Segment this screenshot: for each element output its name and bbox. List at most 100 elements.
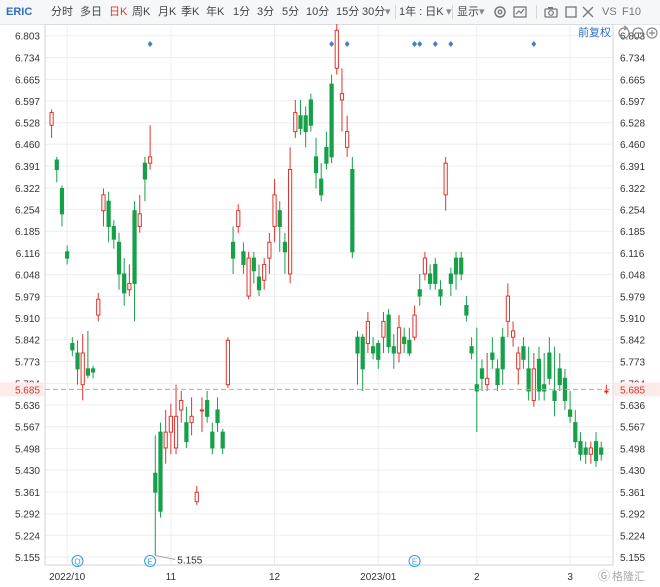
candle bbox=[85, 330, 90, 379]
candle bbox=[313, 137, 319, 189]
period-tab-year[interactable]: 年K bbox=[206, 6, 225, 18]
candle bbox=[246, 251, 251, 300]
expand-icon[interactable] bbox=[580, 4, 596, 20]
chevron-down-icon[interactable]: ▾ bbox=[446, 6, 452, 18]
candle bbox=[142, 156, 148, 202]
y-tick-label: 6.803 bbox=[620, 32, 645, 43]
candle-body bbox=[339, 93, 345, 101]
period-tab-intraday[interactable]: 分时 bbox=[51, 6, 73, 18]
period-tab-10min[interactable]: 10分 bbox=[306, 6, 330, 18]
candle-body bbox=[241, 251, 246, 265]
top-event-marker bbox=[448, 41, 454, 47]
y-tick-label: 6.460 bbox=[620, 140, 645, 151]
y-tick-label: 6.391 bbox=[620, 162, 645, 173]
candle-body bbox=[282, 241, 288, 253]
top-event-marker bbox=[329, 41, 335, 47]
candle-body bbox=[604, 390, 609, 393]
candle bbox=[262, 258, 267, 290]
period-tab-3min[interactable]: 3分 bbox=[257, 6, 275, 18]
candle-body bbox=[552, 390, 557, 401]
period-tab-quarter[interactable]: 季K bbox=[181, 6, 200, 18]
period-tab-30min[interactable]: 30分 bbox=[362, 6, 386, 18]
zoom-out-icon[interactable] bbox=[632, 27, 644, 39]
gear-icon[interactable] bbox=[492, 4, 508, 20]
candle-body bbox=[593, 441, 599, 462]
candle-body bbox=[464, 305, 469, 316]
y-tick-label: 5.224 bbox=[15, 531, 40, 542]
candle-body bbox=[137, 213, 142, 227]
candle bbox=[552, 346, 557, 417]
vs-compare-button[interactable]: VS bbox=[602, 6, 617, 18]
adjust-mode-label[interactable]: 前复权 bbox=[578, 25, 611, 39]
candle bbox=[303, 106, 308, 148]
y-tick-label: 6.185 bbox=[620, 227, 645, 238]
toolbar-divider bbox=[395, 5, 396, 19]
candle-body bbox=[173, 415, 179, 449]
camera-icon[interactable] bbox=[543, 4, 559, 20]
candle-body bbox=[578, 441, 583, 455]
candle bbox=[80, 334, 85, 401]
candle bbox=[345, 115, 350, 157]
event-badge bbox=[71, 555, 84, 567]
candle bbox=[593, 432, 599, 467]
candle-body bbox=[256, 276, 262, 291]
candle bbox=[173, 384, 179, 455]
display-menu[interactable]: 显示 bbox=[457, 6, 479, 18]
candle bbox=[510, 321, 516, 347]
y-tick-label: 5.292 bbox=[15, 510, 40, 521]
candle bbox=[459, 251, 464, 281]
symbol-label[interactable]: ERIC bbox=[6, 6, 33, 18]
chevron-down-icon[interactable]: ▾ bbox=[385, 6, 391, 18]
candle-body bbox=[531, 368, 536, 401]
candle bbox=[75, 340, 80, 385]
candle bbox=[241, 242, 246, 274]
candle-body bbox=[85, 368, 90, 376]
candle-body bbox=[168, 415, 173, 433]
x-axis: 2022/10 11 12 2023/01 2 3 bbox=[49, 572, 573, 583]
y-axis-left: 6.803 6.734 6.665 6.597 6.528 6.460 6.391 6.322… bbox=[15, 32, 40, 564]
current-price-label: 5.685 bbox=[15, 385, 40, 396]
candle-body bbox=[54, 159, 59, 171]
candle bbox=[588, 441, 593, 464]
period-tab-month[interactable]: 月K bbox=[158, 6, 177, 18]
candle bbox=[438, 280, 443, 306]
candle bbox=[334, 24, 339, 75]
y-tick-label: 5.773 bbox=[620, 358, 645, 369]
x-tick-label: 12 bbox=[269, 572, 281, 583]
period-tab-multiday[interactable]: 多日 bbox=[80, 6, 102, 18]
range-selector[interactable]: 1年 : 日K bbox=[399, 6, 444, 18]
period-tab-5min[interactable]: 5分 bbox=[282, 6, 300, 18]
zoom-in-icon[interactable] bbox=[646, 27, 658, 39]
candle bbox=[225, 337, 230, 388]
candle-body bbox=[148, 156, 153, 164]
x-tick-label: 2023/01 bbox=[360, 572, 397, 583]
candle bbox=[251, 251, 256, 284]
period-tab-1min[interactable]: 1分 bbox=[233, 6, 251, 18]
candle-body bbox=[334, 29, 339, 69]
window-icon[interactable] bbox=[563, 4, 579, 20]
y-tick-label: 6.597 bbox=[620, 97, 645, 108]
candle-body bbox=[396, 327, 402, 354]
y-tick-label: 5.773 bbox=[15, 358, 40, 369]
y-tick-label: 6.322 bbox=[620, 184, 645, 195]
candle-body bbox=[469, 346, 474, 354]
candle-body bbox=[376, 343, 381, 360]
chevron-down-icon[interactable]: ▾ bbox=[479, 6, 485, 18]
period-tab-week[interactable]: 周K bbox=[132, 6, 151, 18]
reset-icon[interactable] bbox=[618, 25, 630, 39]
x-tick-label: 2022/10 bbox=[49, 572, 86, 583]
period-tab-day[interactable]: 日K bbox=[109, 6, 128, 18]
top-event-marker bbox=[417, 41, 423, 47]
event-badge bbox=[408, 555, 421, 567]
top-event-marker bbox=[412, 41, 418, 47]
y-tick-label: 5.361 bbox=[620, 488, 645, 499]
candle bbox=[443, 156, 448, 211]
x-tick-label: 3 bbox=[567, 572, 573, 583]
indicator-icon[interactable] bbox=[512, 4, 528, 20]
candle bbox=[158, 422, 163, 518]
candle-body bbox=[236, 210, 241, 227]
period-tab-15min[interactable]: 15分 bbox=[336, 6, 360, 18]
candle-body bbox=[215, 409, 220, 424]
f10-button[interactable]: F10 bbox=[622, 6, 641, 18]
candle-body bbox=[448, 273, 453, 284]
